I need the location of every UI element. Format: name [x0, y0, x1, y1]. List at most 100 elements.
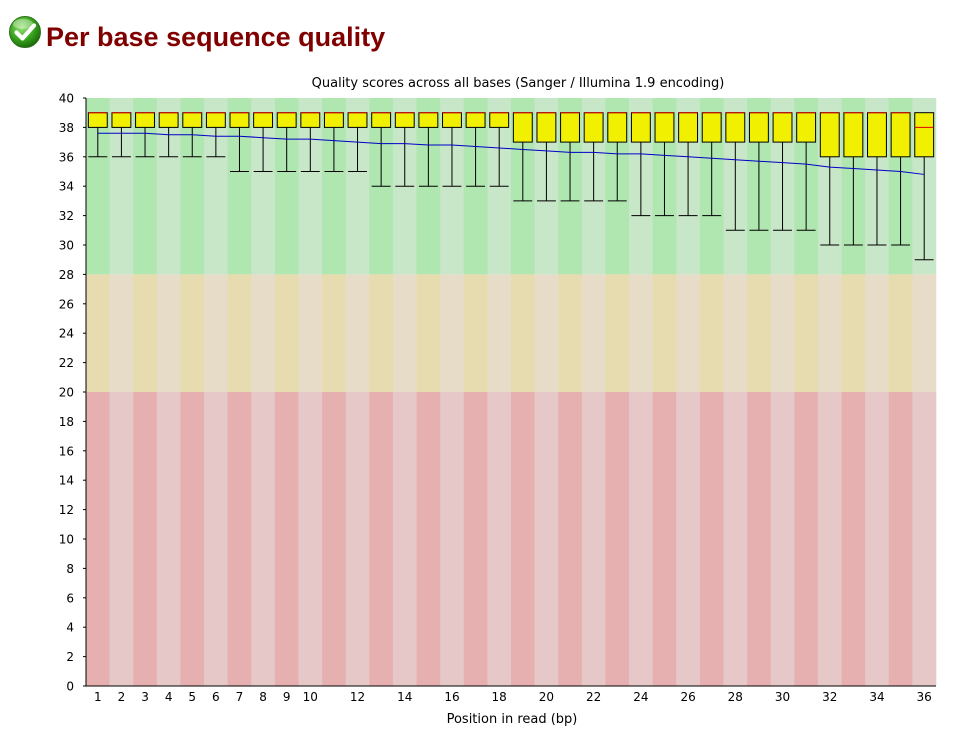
zone-warning-stripe: [487, 274, 512, 392]
x-tick-label: 5: [188, 690, 196, 704]
mean-line-group: [97, 132, 925, 175]
zone-bad-stripe: [912, 392, 937, 686]
zone-bad-stripe: [511, 392, 535, 686]
x-tick-label: 30: [775, 690, 790, 704]
zone-good-stripe: [180, 98, 205, 275]
box-position-25: [654, 112, 675, 217]
x-tick-label: 8: [259, 690, 267, 704]
zone-warning-stripe: [699, 274, 724, 392]
box-position-30: [772, 112, 793, 231]
iqr-box: [654, 112, 675, 143]
zone-bad-stripe: [534, 392, 559, 686]
zone-bad-stripe: [251, 392, 276, 686]
iqr-box: [276, 112, 297, 128]
x-tick-label: 16: [444, 690, 459, 704]
box-position-23: [607, 112, 628, 202]
iqr-box: [394, 112, 415, 128]
zone-warning-stripe: [676, 274, 701, 392]
y-tick-label: 14: [59, 474, 74, 488]
zone-good-stripe: [204, 98, 228, 275]
zone-good-stripe: [274, 98, 299, 275]
zone-bad-stripe: [723, 392, 748, 686]
box-position-26: [678, 112, 699, 217]
iqr-box: [253, 112, 274, 128]
y-tick-label: 0: [66, 680, 74, 694]
iqr-box: [701, 112, 722, 143]
y-tick-label: 30: [59, 239, 74, 253]
x-tick-label: 12: [350, 690, 365, 704]
zone-bad-stripe: [676, 392, 701, 686]
zone-warning-stripe: [723, 274, 748, 392]
iqr-box: [371, 112, 392, 128]
iqr-box: [725, 112, 746, 143]
box-position-5: [182, 112, 203, 158]
box-position-22: [583, 112, 604, 202]
zone-warning-stripe: [156, 274, 181, 392]
iqr-box: [158, 112, 179, 128]
y-tick-label: 18: [59, 415, 74, 429]
zone-warning-stripe: [345, 274, 370, 392]
iqr-box: [914, 112, 935, 158]
zone-warning-stripe: [817, 274, 842, 392]
zone-bad-stripe: [298, 392, 323, 686]
zone-bad-stripe: [369, 392, 394, 686]
zone-bad-stripe: [440, 392, 465, 686]
y-tick-label: 36: [59, 150, 74, 164]
x-tick-label: 10: [303, 690, 318, 704]
zone-good-stripe: [227, 98, 252, 275]
zone-warning-stripe: [440, 274, 465, 392]
zone-bad-stripe: [109, 392, 134, 686]
x-tick-label: 26: [680, 690, 695, 704]
iqr-box: [772, 112, 793, 143]
zone-bad-stripe: [841, 392, 866, 686]
y-tick-label: 22: [59, 356, 74, 370]
zone-bad-stripe: [204, 392, 228, 686]
y-tick-label: 4: [66, 621, 74, 635]
iqr-box: [630, 112, 651, 143]
x-tick-labels: 1 2 3 4 5 6 7 8 9 10 12 14 16 18 20 22 24 26 28 30 32 34 36: [94, 690, 932, 704]
zone-warning-stripe: [133, 274, 158, 392]
box-position-8: [253, 112, 274, 172]
box-position-33: [843, 112, 864, 246]
box-position-32: [819, 112, 840, 246]
box-position-6: [205, 112, 226, 158]
box-position-21: [560, 112, 580, 202]
y-tick-label: 26: [59, 297, 74, 311]
zone-warning-stripe: [747, 274, 772, 392]
zone-bad-stripe: [180, 392, 205, 686]
zone-good-stripe: [251, 98, 276, 275]
zone-warning-stripe: [794, 274, 819, 392]
x-tick-label: 14: [397, 690, 412, 704]
zone-warning-stripe: [274, 274, 299, 392]
zone-bad-stripe: [888, 392, 913, 686]
zone-warning-stripe: [392, 274, 417, 392]
iqr-box: [867, 112, 887, 158]
y-tick-label: 8: [66, 562, 74, 576]
zone-warning-stripe: [227, 274, 252, 392]
box-position-9: [276, 112, 297, 172]
zone-warning-stripe: [629, 274, 653, 392]
zone-good-stripe: [298, 98, 323, 275]
mean-line: [97, 132, 925, 175]
box-position-29: [748, 112, 769, 231]
zone-warning-stripe: [322, 274, 347, 392]
zone-bad-stripe: [770, 392, 795, 686]
zone-warning-stripe: [534, 274, 559, 392]
iqr-box: [135, 112, 155, 128]
check-circle-icon: [9, 16, 41, 48]
x-tick-label: 6: [212, 690, 220, 704]
zone-bad-stripe: [274, 392, 299, 686]
zone-bad-stripe: [794, 392, 819, 686]
page-header: Per base sequence quality: [8, 12, 385, 52]
y-tick-label: 10: [59, 533, 74, 547]
boxes: [87, 112, 935, 261]
zone-warning-stripe: [511, 274, 535, 392]
zone-bad-stripe: [487, 392, 512, 686]
y-tick-label: 12: [59, 503, 74, 517]
zone-warning-stripe: [416, 274, 441, 392]
iqr-box: [748, 112, 769, 143]
zone-bad-stripe: [629, 392, 653, 686]
iqr-box: [512, 112, 533, 143]
box-position-17: [465, 112, 486, 187]
box-position-27: [701, 112, 722, 217]
